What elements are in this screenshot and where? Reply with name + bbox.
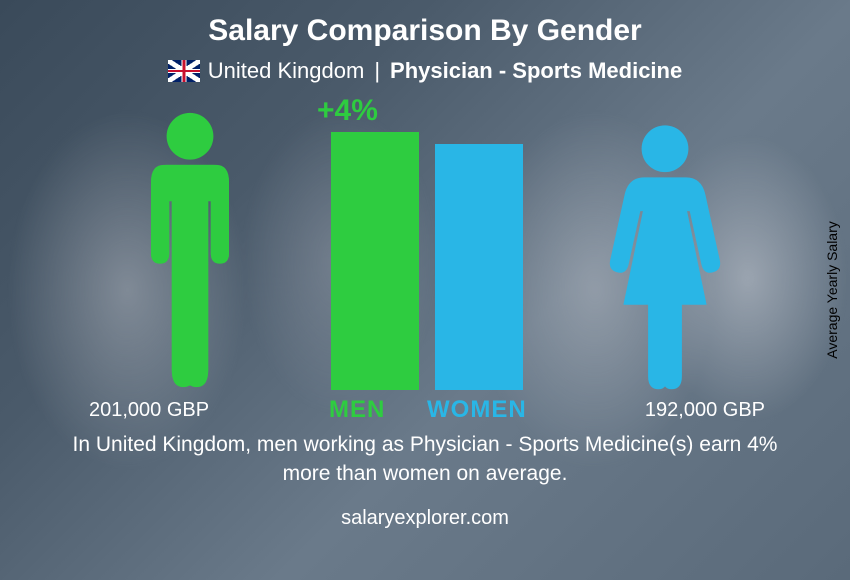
male-person-icon [125,110,255,390]
country-label: United Kingdom [208,58,365,84]
percent-difference-label: +4% [317,94,378,128]
y-axis-label: Average Yearly Salary [824,221,840,359]
infographic-content: Salary Comparison By Gender United Kingd… [0,0,850,580]
men-bar-label: MEN [329,396,385,424]
main-title: Salary Comparison By Gender [208,14,641,48]
subtitle-row: United Kingdom | Physician - Sports Medi… [168,58,682,84]
female-person-icon [600,122,730,390]
uk-flag-icon [168,60,200,82]
y-axis-label-wrap: Average Yearly Salary [820,0,844,580]
women-salary-value: 192,000 GBP [645,399,765,422]
job-title-label: Physician - Sports Medicine [390,58,682,84]
men-salary-value: 201,000 GBP [89,399,209,422]
source-footer: salaryexplorer.com [341,507,509,530]
women-bar-label: WOMEN [427,396,527,424]
women-bar [435,144,523,390]
chart-area: +4% MEN WOMEN 201,000 GBP 192,000 GBP [65,94,785,424]
summary-caption: In United Kingdom, men working as Physic… [65,430,785,489]
subtitle-separator: | [374,58,380,84]
men-bar [331,132,419,390]
